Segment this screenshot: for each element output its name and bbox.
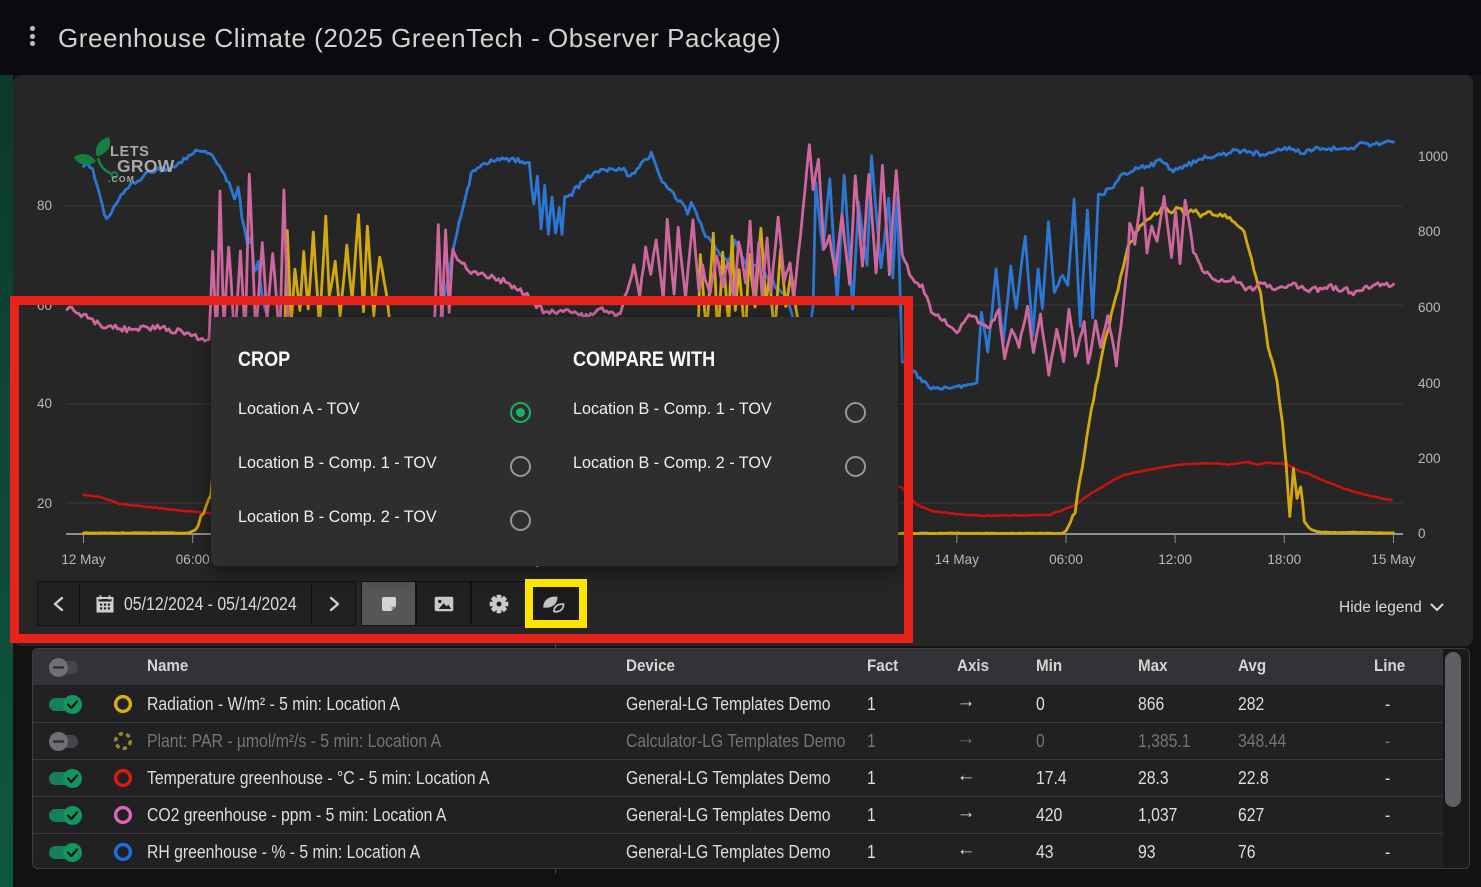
- svg-text:400: 400: [1418, 376, 1441, 391]
- svg-text:GROW: GROW: [117, 156, 175, 176]
- svg-text:12:00: 12:00: [1158, 552, 1192, 567]
- svg-text:800: 800: [1418, 224, 1441, 239]
- svg-text:12 May: 12 May: [61, 552, 106, 567]
- svg-text:.COM: .COM: [108, 174, 135, 184]
- svg-text:14 May: 14 May: [935, 552, 980, 567]
- svg-text:1000: 1000: [1418, 149, 1448, 164]
- svg-text:200: 200: [1418, 451, 1441, 466]
- svg-text:80: 80: [37, 198, 52, 213]
- svg-text:15 May: 15 May: [1371, 552, 1416, 567]
- svg-text:0: 0: [1418, 526, 1426, 541]
- svg-text:600: 600: [1418, 300, 1441, 315]
- svg-text:06:00: 06:00: [1049, 552, 1083, 567]
- svg-text:18:00: 18:00: [1267, 552, 1301, 567]
- svg-text:20: 20: [37, 496, 52, 511]
- svg-text:40: 40: [37, 396, 52, 411]
- svg-text:06:00: 06:00: [176, 552, 210, 567]
- svg-text:LETS: LETS: [110, 144, 149, 160]
